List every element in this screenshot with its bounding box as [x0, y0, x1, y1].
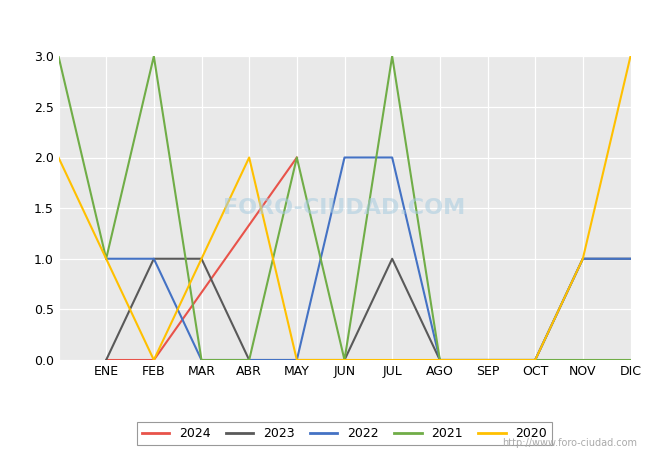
Text: http://www.foro-ciudad.com: http://www.foro-ciudad.com [502, 438, 637, 448]
Text: Matriculaciones de Vehículos en Trabadelo: Matriculaciones de Vehículos en Trabadel… [140, 14, 510, 33]
Text: FORO-CIUDAD.COM: FORO-CIUDAD.COM [224, 198, 465, 218]
Legend: 2024, 2023, 2022, 2021, 2020: 2024, 2023, 2022, 2021, 2020 [136, 422, 552, 445]
